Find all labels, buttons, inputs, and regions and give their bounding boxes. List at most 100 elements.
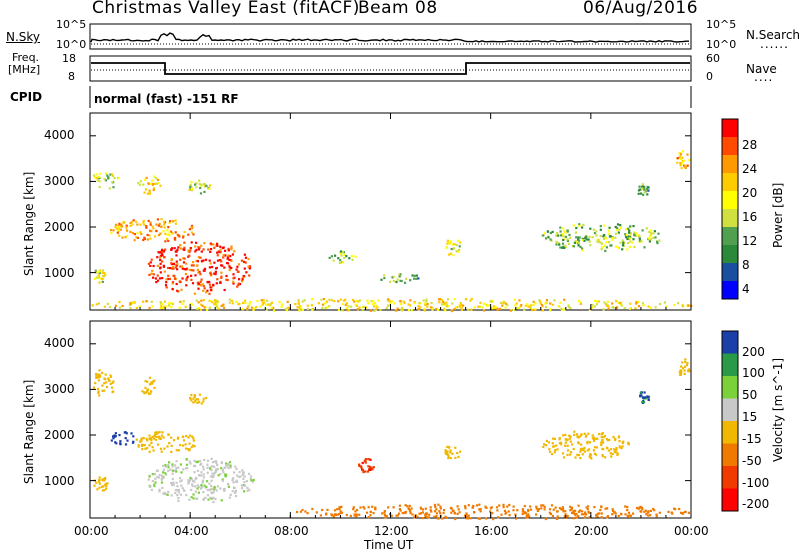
power-cell-region-3 [133, 239, 136, 242]
velocity-cell-region-5 [162, 476, 165, 480]
power-cell-region-9 [616, 223, 620, 226]
power-cell-region-3 [121, 236, 124, 239]
velocity-cell-region-9 [574, 456, 577, 459]
velocity-cell-region-4 [150, 441, 153, 444]
power-cell-region-12 [485, 304, 489, 307]
velocity-cell-region-12 [315, 511, 318, 514]
velocity-cell-region-12 [299, 510, 302, 513]
velocity-cell-region-0 [101, 384, 104, 387]
velocity-cell-region-4 [146, 447, 149, 450]
velocity-cell-region-5 [179, 493, 182, 496]
velocity-cell-region-0 [97, 390, 100, 393]
power-cell-region-12 [190, 303, 193, 306]
power-cell-region-10 [643, 191, 646, 194]
power-cell-region-12 [387, 304, 390, 307]
velocity-cell-region-4 [159, 437, 162, 440]
power-cell-region-4 [94, 277, 97, 280]
velocity-cell-region-12 [374, 507, 377, 511]
velocity-cell-region-5 [233, 471, 236, 474]
velocity-cell-region-9 [587, 432, 590, 435]
power-cell-region-12 [376, 306, 379, 309]
power-cell-region-12 [482, 302, 485, 305]
velocity-cell-region-9 [618, 440, 621, 443]
velocity-cell-region-12 [543, 508, 546, 511]
velocity-cell-region-11 [684, 360, 687, 364]
power-cell-region-9 [629, 235, 632, 238]
power-cell-region-3 [129, 230, 132, 233]
velocity-cell-region-5 [196, 487, 199, 490]
velocity-cell-region-9 [554, 449, 557, 452]
velocity-cell-region-3 [126, 439, 129, 442]
power-cell-region-5 [180, 288, 183, 291]
power-cell-region-12 [91, 304, 94, 307]
power-cell-region-11 [688, 158, 691, 162]
power-cell-region-1 [148, 192, 151, 195]
power-cell-region-12 [358, 299, 361, 302]
velocity-cell-region-5 [210, 479, 213, 482]
power-cell-region-5 [220, 275, 223, 278]
velocity-cell-region-6 [101, 485, 104, 488]
power-cell-region-12 [202, 299, 205, 302]
velocity-cell-region-12 [434, 505, 437, 509]
power-cell-region-3 [160, 225, 163, 228]
power-cell-region-3 [157, 224, 160, 227]
power-cell-region-9 [609, 244, 612, 247]
velocity-cell-region-12 [535, 505, 538, 508]
velocity-cell-region-9 [602, 441, 605, 444]
power-cell-region-12 [270, 307, 273, 310]
power-cell-region-12 [206, 308, 209, 311]
velocity-cell-region-5 [174, 469, 177, 472]
power-cell-region-5 [225, 274, 228, 278]
power-cell-region-12 [424, 303, 427, 306]
power-cell-region-3 [190, 226, 193, 229]
power-cell-region-9 [572, 245, 575, 248]
power-cell-region-12 [150, 300, 153, 303]
power-cell-region-12 [559, 301, 562, 304]
velocity-cell-region-9 [569, 451, 573, 454]
velocity-cell-region-4 [172, 439, 176, 442]
power-cell-region-5 [194, 245, 197, 248]
velocity-cell-region-5 [225, 462, 228, 465]
power-cell-region-8 [458, 248, 461, 251]
power-cell-region-12 [391, 300, 394, 303]
velocity-cell-region-12 [512, 505, 515, 508]
velocity-cell-region-12 [570, 508, 573, 511]
velocity-cell-region-12 [456, 505, 459, 508]
power-cell-region-12 [422, 299, 425, 302]
power-cell-region-9 [635, 232, 638, 235]
velocity-cell-region-9 [593, 446, 596, 449]
velocity-cell-region-12 [515, 517, 518, 520]
power-cell-region-12 [681, 304, 684, 307]
power-cell-region-1 [152, 187, 155, 190]
power-cell-region-5 [171, 267, 174, 270]
power-cell-region-9 [566, 229, 569, 232]
velocity-cell-region-5 [162, 464, 165, 467]
power-cell-region-12 [196, 307, 199, 311]
power-cell-region-12 [438, 301, 441, 304]
velocity-cell-region-5 [204, 496, 207, 499]
velocity-cell-region-5 [222, 471, 225, 474]
power-colorbar-frame [721, 118, 739, 300]
velocity-cell-region-12 [506, 505, 509, 508]
velocity-cell-region-12 [577, 515, 580, 518]
velocity-cell-region-5 [163, 491, 166, 494]
power-cell-region-9 [619, 241, 622, 244]
power-cell-region-3 [131, 231, 134, 235]
velocity-cell-region-5 [211, 497, 215, 500]
velocity-cell-region-0 [96, 387, 100, 391]
power-cell-region-9 [559, 234, 563, 237]
vel-cbar-swatch [722, 443, 738, 467]
power-cell-region-12 [349, 305, 353, 308]
power-cbar-tick-3: 16 [742, 210, 758, 224]
velocity-cell-region-12 [336, 508, 339, 511]
power-cell-region-12 [591, 303, 594, 307]
power-cell-region-7 [411, 274, 414, 277]
velocity-cell-region-5 [252, 478, 255, 482]
velocity-cell-region-9 [580, 433, 583, 436]
power-cell-region-12 [430, 306, 433, 309]
power-cell-region-12 [529, 307, 532, 310]
power-cell-region-2 [195, 182, 198, 185]
power-cell-region-5 [183, 241, 186, 244]
velocity-cell-region-5 [175, 481, 178, 484]
power-cell-region-12 [209, 300, 213, 303]
